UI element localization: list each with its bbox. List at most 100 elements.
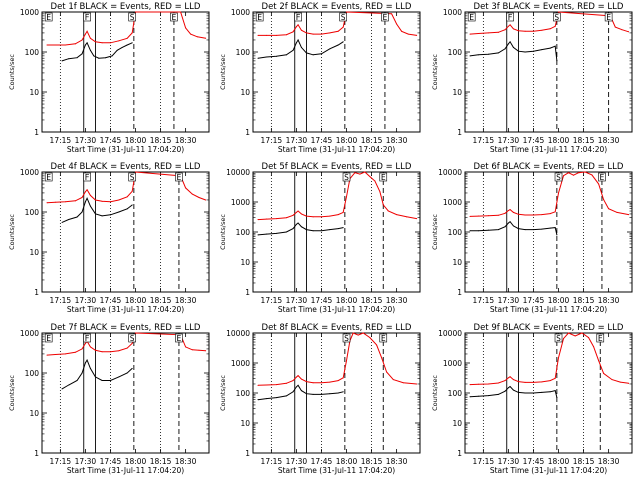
data-point	[292, 31, 294, 33]
data-point	[198, 197, 200, 199]
data-point	[131, 204, 133, 206]
data-point	[64, 353, 66, 355]
data-point	[81, 372, 83, 374]
x-axis-label: Start Time (31-Jul-11 17:04:20)	[490, 466, 607, 475]
state-marker-label: F	[85, 334, 90, 343]
data-point	[285, 34, 287, 36]
data-point	[628, 214, 630, 216]
data-point	[554, 390, 556, 392]
state-marker-box	[128, 333, 136, 343]
state-marker-box	[342, 333, 351, 343]
x-tick-label: 17:45	[523, 457, 545, 466]
panel-title: Det 8f BLACK = Events, RED = LLD	[262, 323, 412, 333]
panel-title: Det 3f BLACK = Events, RED = LLD	[474, 2, 624, 12]
data-point	[532, 392, 534, 394]
x-axis-label: Start Time (31-Jul-11 17:04:20)	[67, 145, 184, 154]
data-point	[487, 395, 489, 397]
panel-title: Det 2f BLACK = Events, RED = LLD	[262, 2, 412, 12]
panel-title: Det 9f BLACK = Events, RED = LLD	[474, 323, 624, 333]
data-point	[320, 382, 322, 384]
data-point	[379, 191, 381, 193]
state-marker-label: S	[341, 13, 346, 22]
data-point	[295, 211, 297, 213]
data-point	[337, 30, 339, 32]
y-tick-label: 1000	[231, 198, 250, 207]
data-point	[118, 199, 120, 201]
state-marker-box	[339, 12, 347, 22]
data-point	[126, 44, 128, 46]
state-marker-label: S	[554, 13, 559, 22]
data-point	[416, 34, 418, 36]
data-point	[509, 24, 511, 26]
data-point	[382, 204, 384, 206]
data-point	[297, 384, 299, 386]
data-point	[616, 211, 618, 213]
x-tick-label: 18:00	[336, 136, 358, 145]
state-marker-box	[83, 172, 91, 182]
data-point	[135, 171, 137, 173]
data-point	[257, 384, 259, 386]
data-point	[305, 215, 307, 217]
data-point	[497, 52, 499, 54]
data-point	[549, 227, 551, 229]
data-point	[329, 32, 331, 34]
data-point	[81, 211, 83, 213]
data-point	[628, 31, 630, 33]
data-point	[275, 384, 277, 386]
data-point	[46, 202, 48, 204]
data-point	[275, 34, 277, 36]
y-tick-label: 100	[25, 48, 40, 57]
x-tick-label: 18:30	[386, 296, 408, 305]
data-point	[305, 393, 307, 395]
data-point	[74, 200, 76, 202]
x-tick-label: 17:15	[50, 296, 72, 305]
data-point	[608, 208, 610, 210]
det-panel-3: Det 3f BLACK = Events, RED = LLD 1 10 100 10…	[431, 2, 633, 154]
data-point	[131, 32, 133, 34]
data-point	[337, 228, 339, 230]
data-point	[61, 388, 63, 390]
data-point	[84, 191, 86, 193]
x-tick-label: 17:30	[286, 296, 308, 305]
data-point	[312, 382, 314, 384]
data-point	[265, 233, 267, 235]
data-point	[285, 231, 287, 233]
data-point	[611, 379, 613, 381]
data-point	[185, 346, 187, 348]
data-point	[320, 33, 322, 35]
state-marker-label: E	[46, 173, 51, 182]
data-point	[54, 44, 56, 46]
state-marker-label: S	[556, 173, 561, 182]
x-tick-label: 17:30	[498, 136, 520, 145]
x-axis-label: Start Time (31-Jul-11 17:04:20)	[490, 305, 607, 314]
data-point	[362, 332, 364, 334]
data-point	[81, 348, 83, 350]
state-marker-label: E	[177, 173, 182, 182]
data-point	[131, 367, 133, 369]
data-point	[541, 391, 543, 393]
panel-title: Det 6f BLACK = Events, RED = LLD	[474, 162, 624, 172]
state-marker-box	[604, 12, 613, 22]
data-point	[292, 391, 294, 393]
data-point	[329, 48, 331, 50]
det-panel-1: Det 1f BLACK = Events, RED = LLD 1 10 100 10…	[8, 2, 210, 154]
data-point	[305, 52, 307, 54]
data-point	[517, 391, 519, 393]
state-marker-label: F	[508, 13, 513, 22]
data-point	[392, 379, 394, 381]
x-tick-label: 18:15	[361, 457, 383, 466]
x-axis-label: Start Time (31-Jul-11 17:04:20)	[278, 305, 395, 314]
data-point	[416, 383, 418, 385]
data-point	[81, 197, 83, 199]
x-tick-label: 18:15	[361, 136, 383, 145]
x-tick-label: 18:00	[125, 457, 147, 466]
data-point	[524, 30, 526, 32]
data-point	[185, 27, 187, 29]
y-tick-label: 1	[245, 128, 250, 137]
data-point	[477, 230, 479, 232]
data-point	[86, 42, 88, 44]
data-point	[135, 11, 137, 13]
data-point	[487, 229, 489, 231]
state-marker-label: E	[46, 334, 51, 343]
data-point	[86, 30, 88, 32]
